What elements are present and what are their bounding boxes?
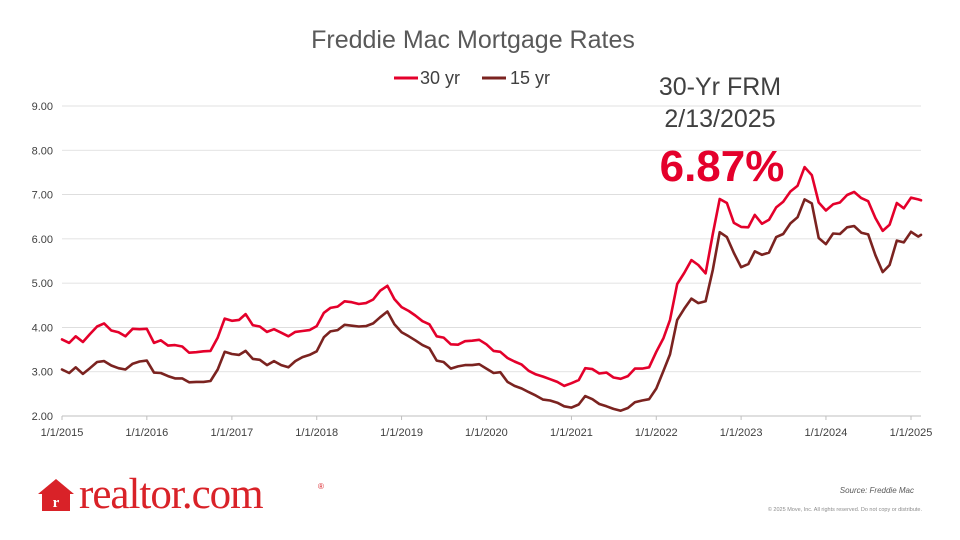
copyright-note: © 2025 Move, Inc. All rights reserved. D… [768, 506, 923, 513]
legend-label-15yr: 15 yr [510, 68, 550, 88]
house-icon [38, 479, 74, 511]
y-tick-label: 8.00 [32, 145, 53, 157]
x-tick-label: 1/1/2016 [125, 427, 168, 439]
y-tick-label: 2.00 [32, 411, 53, 423]
legend-label-30yr: 30 yr [420, 68, 460, 88]
x-tick-label: 1/1/2020 [465, 427, 508, 439]
source-note: Source: Freddie Mac [840, 486, 914, 495]
series-line-30-yr [60, 165, 923, 388]
y-tick-label: 5.00 [32, 278, 53, 290]
callout-label: 30-Yr FRM [659, 73, 781, 101]
y-tick-label: 7.00 [32, 190, 53, 202]
callout: 30-Yr FRM 2/13/2025 6.87% [659, 73, 785, 191]
realtor-logo: r realtor.com ® [38, 471, 324, 518]
x-tick-label: 1/1/2024 [805, 427, 848, 439]
registered-mark: ® [318, 482, 324, 491]
y-tick-label: 6.00 [32, 234, 53, 246]
series-lines [60, 165, 923, 412]
logo-wordmark: realtor.com [79, 471, 263, 518]
legend: 30 yr 15 yr [394, 68, 550, 88]
y-tick-label: 9.00 [32, 101, 53, 113]
x-tick-label: 1/1/2019 [380, 427, 423, 439]
series-line-15-yr [60, 198, 923, 412]
x-tick-label: 1/1/2023 [720, 427, 763, 439]
x-tick-label: 1/1/2022 [635, 427, 678, 439]
x-tick-label: 1/1/2021 [550, 427, 593, 439]
chart-title: Freddie Mac Mortgage Rates [311, 26, 635, 54]
x-tick-label: 1/1/2025 [890, 427, 933, 439]
gridlines [62, 105, 921, 417]
y-tick-label: 3.00 [32, 367, 53, 379]
x-tick-label: 1/1/2018 [295, 427, 338, 439]
x-tick-label: 1/1/2015 [41, 427, 84, 439]
callout-date: 2/13/2025 [664, 105, 775, 133]
logo-badge-letter: r [53, 495, 60, 511]
y-axis: 2.00 3.00 4.00 5.00 6.00 7.00 8.00 9.00 [32, 101, 53, 423]
y-tick-label: 4.00 [32, 322, 53, 334]
x-tick-label: 1/1/2017 [210, 427, 253, 439]
callout-value: 6.87% [660, 142, 785, 191]
x-axis: 1/1/2015 1/1/2016 1/1/2017 1/1/2018 1/1/2019… [41, 416, 933, 439]
